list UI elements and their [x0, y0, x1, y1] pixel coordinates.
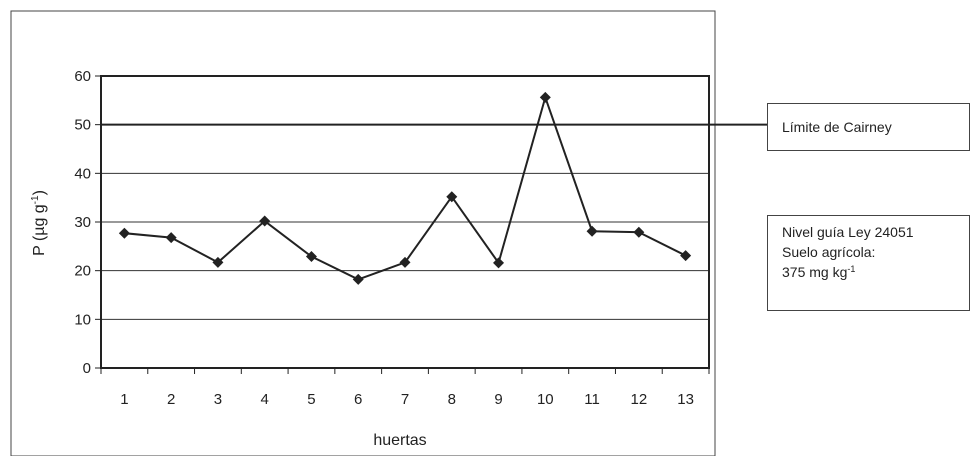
y-axis: 0 10 20 30 40 50 60: [74, 68, 101, 377]
data-point: [633, 226, 645, 238]
guide-level-line-2: Suelo agrícola:: [782, 244, 876, 260]
guide-level-value: 375 mg kg: [782, 264, 848, 280]
cairney-limit-label: Límite de Cairney: [782, 119, 892, 135]
guide-level-line-1: Nivel guía Ley 24051: [782, 224, 914, 240]
x-tick-label: 6: [354, 391, 362, 408]
y-axis-title-close: ): [31, 190, 48, 195]
cairney-limit-label-box: Límite de Cairney: [767, 103, 970, 151]
y-tick-label: 10: [74, 311, 91, 328]
y-axis-title-sup: -1: [30, 195, 41, 204]
x-tick-label: 10: [537, 391, 554, 408]
y-tick-label: 40: [74, 165, 91, 182]
guide-level-unit-sup: -1: [847, 264, 856, 274]
data-point: [680, 250, 692, 262]
x-tick-label: 1: [120, 391, 128, 408]
data-point: [399, 256, 411, 268]
x-tick-label: 3: [214, 391, 222, 408]
data-point: [259, 215, 271, 227]
data-point: [446, 191, 458, 203]
x-tick-label: 7: [401, 391, 409, 408]
data-point: [212, 256, 224, 268]
y-axis-title: P (µg g-1): [30, 190, 48, 256]
data-point: [539, 91, 551, 103]
data-point: [493, 257, 505, 269]
y-tick-label: 30: [74, 214, 91, 231]
data-point: [305, 251, 317, 263]
series-markers: [118, 91, 692, 285]
y-tick-label: 0: [83, 360, 91, 377]
guide-level-label-box: Nivel guía Ley 24051 Suelo agrícola: 375…: [767, 215, 970, 311]
chart-area-border: [10, 10, 716, 456]
x-axis: 1 2 3 4 5 6 7 8 9 10 11 12 13: [100, 368, 710, 408]
data-point: [165, 232, 177, 244]
x-axis-title: huertas: [373, 432, 426, 449]
x-tick-label: 11: [584, 391, 600, 408]
y-tick-label: 60: [74, 68, 91, 85]
x-tick-label: 8: [448, 391, 456, 408]
data-point: [352, 273, 364, 285]
x-tick-label: 13: [677, 391, 694, 408]
x-tick-label: 9: [494, 391, 502, 408]
y-axis-title-main: P (µg g: [31, 204, 48, 256]
y-tick-label: 20: [74, 263, 91, 280]
data-point: [118, 227, 130, 239]
guide-level-line-3: 375 mg kg-1: [782, 262, 969, 282]
y-tick-label: 50: [74, 117, 91, 134]
x-tick-label: 12: [631, 391, 648, 408]
x-tick-label: 5: [307, 391, 315, 408]
x-tick-label: 2: [167, 391, 175, 408]
data-point: [586, 225, 598, 237]
x-tick-label: 4: [261, 391, 269, 408]
